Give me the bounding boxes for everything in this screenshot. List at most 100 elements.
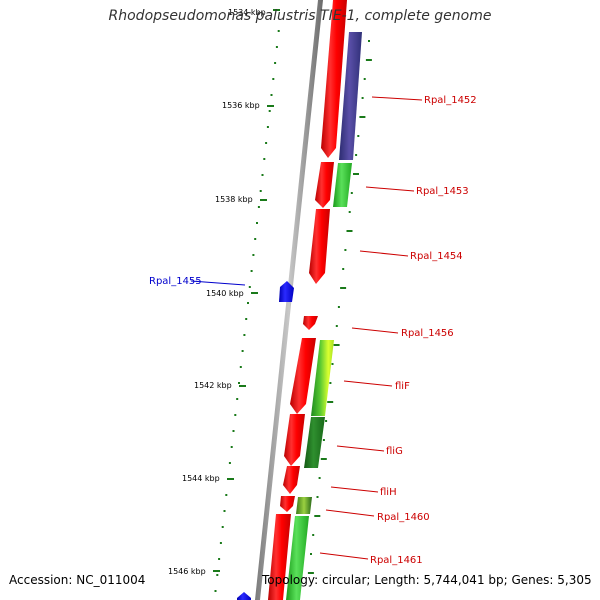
- gene-label: Rpal_1452: [424, 95, 477, 106]
- tick-dot: [257, 206, 260, 208]
- skew-dot: [344, 249, 347, 251]
- skew-dot: [333, 344, 340, 346]
- cog-rpal-1453[interactable]: [333, 163, 352, 207]
- skew-dot: [318, 477, 321, 479]
- cog-rpal-1460[interactable]: [296, 497, 312, 514]
- cds-rpal-1455[interactable]: [279, 281, 294, 302]
- cds-rpal-1460[interactable]: [280, 496, 295, 512]
- skew-dot: [310, 553, 312, 555]
- map-title: Rhodopseudomonas palustris TIE-1, comple…: [108, 8, 492, 24]
- cog-flig[interactable]: [304, 417, 325, 468]
- tick-dot: [270, 94, 273, 96]
- gc-skew-track: [307, 40, 372, 574]
- tick-dot: [214, 590, 217, 592]
- tick-ruler: [214, 30, 280, 592]
- tick-dot: [241, 350, 244, 352]
- skew-dot: [327, 401, 334, 403]
- genome-summary-text: Topology: circular; Length: 5,744,041 bp…: [262, 573, 592, 587]
- skew-dot: [361, 97, 364, 99]
- tick-dot: [221, 526, 224, 528]
- svg-text:1536 kbp: 1536 kbp: [222, 101, 260, 110]
- skew-dot: [355, 154, 358, 156]
- cds-flif[interactable]: [290, 338, 316, 414]
- tick-dot: [245, 318, 248, 320]
- accession-text: Accession: NC_011004: [9, 573, 146, 587]
- tick-dot: [277, 30, 280, 32]
- svg-text:1540 kbp: 1540 kbp: [206, 289, 244, 298]
- tick-dot: [232, 430, 235, 432]
- cog-rpal-1461[interactable]: [286, 516, 309, 600]
- skew-dot: [363, 78, 366, 80]
- tick-dot: [272, 78, 275, 80]
- tick-dot: [256, 222, 258, 224]
- svg-text:1542 kbp: 1542 kbp: [194, 381, 232, 390]
- skew-dot: [312, 534, 315, 536]
- skew-dot: [307, 572, 314, 574]
- skew-dot: [359, 116, 366, 118]
- skew-dot: [335, 325, 338, 327]
- tick-1546: 1546 kbp: [168, 567, 220, 576]
- cds-rpal-1453[interactable]: [315, 162, 334, 208]
- cog-rpal-1452[interactable]: [339, 32, 362, 160]
- skew-dot: [357, 135, 360, 137]
- gene-label: Rpal_1456: [401, 328, 454, 339]
- tick-dot: [239, 366, 242, 368]
- skew-dot: [368, 40, 370, 42]
- tick-dot: [266, 126, 269, 128]
- skew-dot: [342, 268, 345, 270]
- gene-label: fliH: [380, 487, 397, 498]
- tick-dot: [230, 446, 233, 448]
- skew-dot: [348, 211, 351, 213]
- gene-label: fliF: [395, 381, 410, 392]
- tick-1534: 1534 kbp: [228, 8, 280, 17]
- cds-rev-bottom[interactable]: [237, 592, 251, 600]
- tick-dot: [250, 270, 253, 272]
- svg-text:1544 kbp: 1544 kbp: [182, 474, 220, 483]
- tick-dot: [259, 190, 262, 192]
- tick-dot: [243, 334, 246, 336]
- tick-dot: [238, 382, 240, 384]
- tick-1542: 1542 kbp: [194, 381, 246, 390]
- tick-dot: [248, 286, 251, 288]
- cds-rpal-1461[interactable]: [268, 514, 291, 600]
- tick-dot: [265, 142, 268, 144]
- skew-dot: [350, 192, 353, 194]
- tick-dot: [275, 46, 278, 48]
- skew-dot: [346, 230, 353, 232]
- cds-flig[interactable]: [284, 414, 305, 466]
- cds-lane: [268, 0, 347, 600]
- skew-dot: [322, 439, 325, 441]
- tick-dot: [252, 254, 255, 256]
- skew-dot: [340, 287, 347, 289]
- tick-1544: 1544 kbp: [182, 474, 234, 483]
- cds-flih[interactable]: [283, 466, 300, 494]
- cds-rpal-1456[interactable]: [303, 316, 318, 330]
- tick-dot: [236, 398, 239, 400]
- cog-lane: [286, 32, 362, 600]
- tick-dot: [261, 174, 264, 176]
- svg-text:1534 kbp: 1534 kbp: [228, 8, 266, 17]
- tick-dot: [228, 462, 231, 464]
- tick-dot: [274, 62, 277, 64]
- tick-dot: [219, 542, 222, 544]
- cds-rpal-1454[interactable]: [309, 209, 330, 284]
- skew-dot: [329, 382, 332, 384]
- skew-dot: [325, 420, 328, 422]
- cds-rpal-1452[interactable]: [321, 0, 347, 158]
- gene-label: Rpal_1460: [377, 512, 430, 523]
- tick-1538: 1538 kbp: [215, 195, 267, 204]
- tick-dot: [218, 558, 221, 560]
- tick-dot: [223, 510, 226, 512]
- tick-dot: [263, 158, 266, 160]
- svg-text:1546 kbp: 1546 kbp: [168, 567, 206, 576]
- skew-dot: [337, 306, 340, 308]
- gene-labels: Rpal_1452 Rpal_1453 Rpal_1454 Rpal_1455 …: [149, 95, 477, 566]
- cog-flif[interactable]: [311, 340, 334, 416]
- skew-dot: [331, 363, 334, 365]
- label-leaders: [190, 96, 423, 560]
- skew-dot: [316, 496, 319, 498]
- tick-1540: 1540 kbp: [206, 289, 258, 298]
- tick-dot: [268, 110, 271, 112]
- tick-dot: [234, 414, 237, 416]
